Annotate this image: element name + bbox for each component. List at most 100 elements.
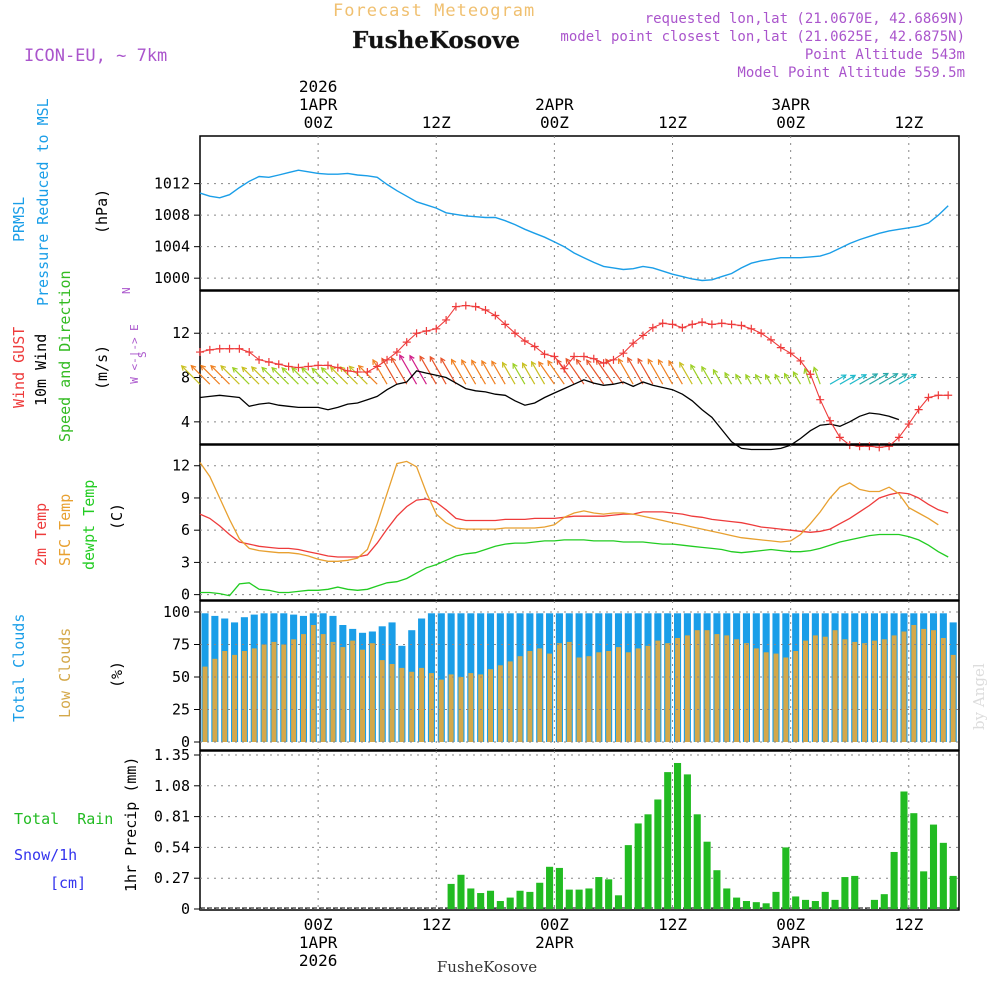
wind-arrow — [522, 362, 536, 385]
gust-marker — [353, 368, 362, 376]
wind-arrow — [311, 367, 329, 385]
wind-arrowhead — [291, 366, 298, 373]
pressure-ytick-label: 1004 — [154, 238, 190, 256]
rain-bar — [516, 890, 524, 909]
low-cloud-bar — [625, 652, 631, 742]
wind-arrowhead — [538, 360, 544, 367]
wind-gust-label: Wind GUST — [10, 327, 28, 408]
gust-marker — [343, 366, 352, 375]
low-cloud-bar — [694, 630, 700, 742]
wind-arrow — [241, 366, 260, 385]
low-cloud-bar — [241, 651, 247, 742]
bottom-time-label: 3APR — [771, 933, 810, 952]
low-cloud-bar — [586, 656, 592, 742]
low-cloud-bar — [438, 679, 444, 742]
wind-arrowhead — [210, 364, 216, 371]
low-cloud-bar — [822, 636, 828, 742]
wind-arrow — [898, 373, 917, 385]
rain-bar — [605, 879, 613, 909]
wind-arrow — [440, 357, 457, 385]
rain-bar — [526, 891, 534, 909]
wind-speed-dir-label: Speed and Direction — [56, 270, 74, 442]
wind-arrow — [271, 367, 290, 385]
rain-bar — [703, 841, 711, 909]
wind-arrowhead — [501, 361, 508, 368]
wind-arrowhead — [419, 355, 425, 362]
top-time-label: 00Z — [540, 113, 569, 132]
rain-bar — [910, 813, 918, 909]
wind-arrow — [576, 359, 595, 385]
pressure-line — [199, 169, 949, 282]
low-clouds-label: Low Clouds — [56, 628, 74, 718]
top-time-label: 00Z — [304, 113, 333, 132]
rain-bar — [880, 894, 888, 909]
sfc-temp-line — [199, 460, 939, 562]
rain-bar — [614, 895, 623, 909]
low-cloud-bar — [517, 656, 523, 742]
rain-bar — [851, 875, 859, 909]
wind-arrowhead — [679, 361, 685, 368]
low-cloud-bar — [320, 634, 326, 742]
wind-arrow — [220, 365, 240, 385]
wind-arrowhead — [724, 371, 730, 378]
wind-arrowhead — [241, 366, 248, 373]
wind-arrowhead — [471, 359, 477, 366]
rain-bar — [575, 889, 583, 909]
low-cloud-bar — [576, 657, 582, 742]
temperature-ytick-label: 3 — [181, 553, 190, 571]
rain-bar — [477, 893, 485, 909]
rain-bar — [536, 882, 544, 909]
wind-arrow — [813, 367, 821, 385]
wind-arrow — [321, 367, 339, 385]
wind-arrowhead — [357, 364, 364, 371]
rain-bar — [654, 799, 662, 909]
rain-bar — [624, 845, 632, 909]
wind-arrowhead — [461, 359, 467, 366]
gust-marker — [392, 348, 401, 357]
rain-bar — [870, 899, 878, 909]
low-cloud-bar — [281, 644, 287, 742]
low-cloud-bar — [478, 674, 484, 742]
gust-marker — [757, 329, 766, 338]
low-cloud-bar — [773, 653, 779, 742]
wind-arrowhead — [627, 356, 633, 363]
rain-bar — [634, 823, 642, 909]
low-cloud-bar — [684, 635, 690, 742]
wind-arrow — [595, 359, 614, 385]
wind-arrow — [745, 374, 752, 385]
wind-arrow — [291, 367, 309, 385]
wind-ytick-label: 8 — [181, 369, 190, 387]
rain-bar — [831, 899, 839, 909]
low-cloud-bar — [881, 639, 887, 742]
bottom-time-label: 00Z — [304, 915, 333, 934]
wind-arrowhead — [617, 357, 624, 365]
wind-ytick-label: 12 — [172, 324, 190, 342]
credit-watermark: by Angel — [970, 663, 988, 730]
wind-arrow — [190, 365, 211, 385]
precip-frame — [199, 750, 960, 911]
temp-2m-label: 2m Temp — [32, 503, 50, 566]
pressure-reduced-label: Pressure Reduced to MSL — [34, 98, 52, 306]
rain-bar — [742, 901, 751, 909]
wind-arrowhead — [668, 359, 674, 367]
gust-marker — [619, 349, 628, 358]
pressure-chart: 1000 1004 1008 1012 — [154, 135, 960, 291]
bottom-time-label: 12Z — [422, 915, 451, 934]
closest-coords: model point closest lon,lat (21.0625E, 4… — [560, 29, 965, 45]
top-time-label: 2026 — [299, 77, 338, 96]
gust-marker — [205, 345, 214, 354]
low-cloud-bar — [871, 640, 877, 742]
gust-marker — [383, 355, 392, 364]
wind-arrow — [804, 368, 811, 385]
gust-marker — [727, 320, 736, 329]
rain-bar — [683, 774, 691, 909]
gust-marker — [530, 342, 539, 351]
top-time-label: 1APR — [299, 95, 338, 114]
precip-unit-label: 1hr Precip (mm) — [122, 757, 140, 892]
low-cloud-bar — [330, 641, 336, 742]
wind-arrow — [512, 363, 526, 385]
low-cloud-bar — [232, 654, 238, 742]
low-cloud-bar — [310, 625, 316, 742]
clouds-ytick-label: 25 — [172, 701, 190, 719]
clouds-panel-label: Total Clouds Low Clouds (%) — [10, 614, 126, 722]
